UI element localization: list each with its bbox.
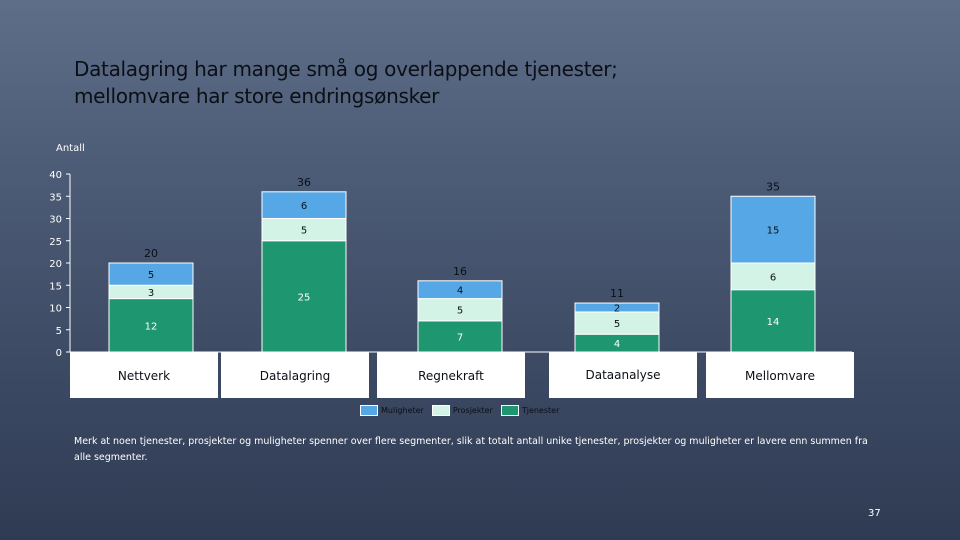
bar-segment <box>417 280 503 300</box>
legend-item: Muligheter <box>360 404 424 416</box>
y-tick-label: 20 <box>49 259 62 270</box>
data-label: 3 <box>148 288 154 299</box>
bar-segment <box>730 289 816 353</box>
y-tick-label: 5 <box>56 326 62 337</box>
title-line-2: mellomvare har store endringsønsker <box>74 84 440 108</box>
data-label: 5 <box>614 319 620 330</box>
data-label: 4 <box>457 286 463 297</box>
legend-swatch <box>500 404 519 416</box>
data-label: 12 <box>145 321 158 332</box>
data-label: 6 <box>301 201 307 212</box>
y-tick-label: 0 <box>56 348 62 359</box>
data-label: 7 <box>457 332 463 343</box>
data-label: 25 <box>298 292 311 303</box>
title-line-1: Datalagring har mange små og overlappend… <box>74 57 618 81</box>
bar-segment <box>417 320 503 353</box>
legend-label: Tjenester <box>521 405 560 415</box>
data-label: 6 <box>770 272 776 283</box>
data-label: 15 <box>767 226 780 237</box>
y-tick-label: 10 <box>49 304 62 315</box>
data-label: 5 <box>148 270 154 281</box>
bar-segment <box>730 262 816 291</box>
bar-segment <box>261 191 347 220</box>
legend-swatch <box>431 404 450 416</box>
page-number: 37 <box>868 508 881 519</box>
legend-label: Prosjekter <box>452 405 493 415</box>
category-box <box>549 352 697 398</box>
data-label: 14 <box>767 317 780 328</box>
category-box <box>221 352 369 398</box>
legend-item: Prosjekter <box>431 404 493 416</box>
legend-item: Tjenester <box>500 404 560 416</box>
bar-segment <box>574 302 660 313</box>
total-label: 35 <box>766 180 780 193</box>
data-label: 4 <box>614 339 620 350</box>
x-tick-label: Mellomvare <box>745 369 815 383</box>
bar-segment <box>730 195 816 264</box>
y-axis-label: Antall <box>56 143 85 154</box>
x-tick-label: Dataanalyse <box>585 368 660 382</box>
x-tick-label: Datalagring <box>260 369 330 383</box>
total-label: 20 <box>144 247 158 260</box>
total-label: 36 <box>297 176 311 189</box>
data-label: 2 <box>614 304 620 315</box>
category-box <box>706 352 854 398</box>
y-tick-label: 30 <box>49 215 62 226</box>
chart-legend: Muligheter Prosjekter Tjenester <box>360 403 559 417</box>
y-tick-label: 35 <box>49 192 62 203</box>
category-box <box>377 352 525 398</box>
data-label: 5 <box>457 306 463 317</box>
stacked-bar-chart: Nettverk Datalagring Regnekraft Dataanalyse… <box>49 170 854 398</box>
category-box <box>70 352 218 398</box>
data-label: 5 <box>301 226 307 237</box>
x-tick-label: Regnekraft <box>418 369 484 383</box>
legend-swatch <box>360 404 378 416</box>
bar-segment <box>108 298 194 353</box>
y-tick-label: 25 <box>49 237 62 248</box>
legend-label: Muligheter <box>381 405 424 415</box>
footnote: Merk at noen tjenester, prosjekter og mu… <box>74 436 868 463</box>
total-label: 11 <box>610 287 624 300</box>
bar-segment <box>108 262 194 286</box>
bar-segment <box>261 240 347 353</box>
y-tick-label: 40 <box>49 170 62 181</box>
slide-title: Datalagring har mange små og overlappend… <box>74 56 714 110</box>
y-tick-label: 15 <box>49 281 62 292</box>
x-tick-label: Nettverk <box>118 369 170 383</box>
total-label: 16 <box>453 265 467 278</box>
